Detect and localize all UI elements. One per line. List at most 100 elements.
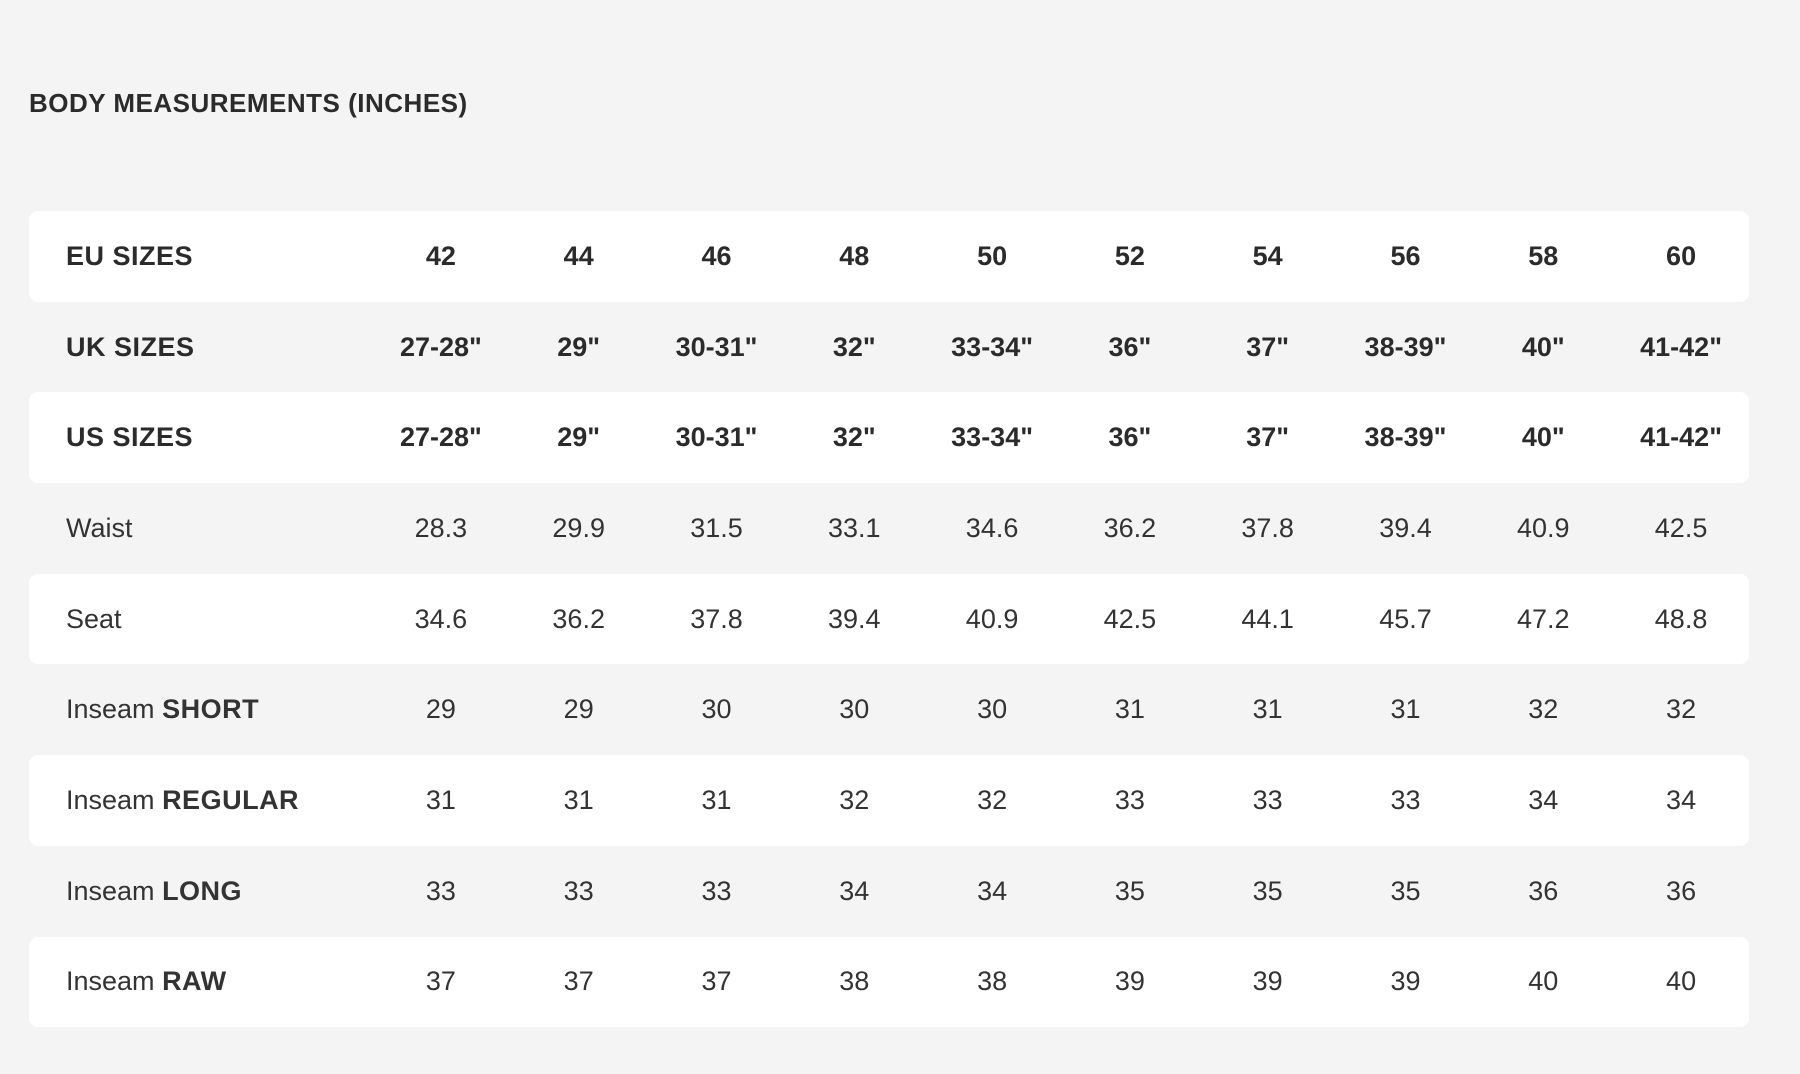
row-label-text: Inseam (66, 966, 155, 997)
table-cell: 33 (1252, 784, 1283, 815)
table-cell: 38-39" (1364, 331, 1447, 362)
table-cell: 32 (1528, 694, 1559, 725)
row-label-emphasis: REGULAR (162, 784, 300, 815)
table-cell: 39 (1252, 966, 1283, 997)
row-label-text: US SIZES (66, 422, 194, 453)
table-cell: 33 (563, 875, 594, 906)
row-label-emphasis: SHORT (162, 694, 260, 725)
table-cell: 56 (1390, 240, 1421, 271)
table-cell: 39 (1114, 966, 1145, 997)
row-label-text: Inseam (66, 875, 155, 906)
table-cell: 27-28" (399, 331, 482, 362)
row-label-text: UK SIZES (66, 331, 195, 362)
table-row: US SIZES 27-28" 29" 30-31" 32" 33-34" 36" 37" 38… (29, 392, 1749, 484)
table-cell: 38 (977, 966, 1008, 997)
table-cell: 37 (701, 966, 732, 997)
table-cell: 36.2 (1103, 512, 1157, 543)
row-label: US SIZES (29, 422, 359, 453)
table-cell: 33 (1390, 784, 1421, 815)
table-cell: 31 (1114, 694, 1145, 725)
table-row: EU SIZES 42 44 46 48 50 52 54 56 58 60 (29, 211, 1749, 302)
table-cell: 34 (977, 875, 1008, 906)
table-cell: 37 (425, 966, 456, 997)
table-cell: 40.9 (1516, 512, 1570, 543)
row-label-text: Waist (66, 512, 133, 543)
table-cell: 33 (1114, 784, 1145, 815)
table-cell: 31 (425, 784, 456, 815)
table-row: Seat 34.6 36.2 37.8 39.4 40.9 42.5 44.1 45.7 47.2… (29, 573, 1749, 665)
table-cell: 38-39" (1364, 422, 1447, 453)
table-cell: 40" (1521, 422, 1565, 453)
table-cell: 44 (563, 240, 594, 271)
table-cell: 32" (832, 422, 876, 453)
table-cell: 39.4 (828, 603, 881, 634)
table-cell: 29.9 (552, 512, 605, 543)
table-cell: 33.1 (828, 512, 881, 543)
row-label: Inseam LONG (29, 876, 359, 907)
row-label: Inseam SHORT (29, 694, 359, 725)
table-cell: 36" (1108, 331, 1152, 362)
size-chart-table: EU SIZES 42 44 46 48 50 52 54 56 58 60 UK SIZES 27-2… (29, 211, 1749, 1028)
row-label: EU SIZES (29, 241, 359, 272)
table-cell: 32" (832, 331, 876, 362)
table-cell: 33 (425, 875, 456, 906)
table-cell: 50 (977, 240, 1008, 271)
table-cell: 54 (1252, 240, 1283, 271)
table-cell: 44.1 (1241, 603, 1294, 634)
table-cell: 40.9 (965, 603, 1019, 634)
table-cell: 40 (1528, 966, 1559, 997)
table-cell: 38 (839, 966, 870, 997)
table-cell: 37 (563, 966, 594, 997)
table-cell: 37.8 (1241, 512, 1294, 543)
table-cell: 34 (1528, 784, 1559, 815)
table-cell: 35 (1114, 875, 1145, 906)
table-cell: 31 (563, 784, 594, 815)
row-label-text: Inseam (66, 694, 155, 725)
table-cell: 30 (701, 694, 732, 725)
table-cell: 33-34" (951, 331, 1034, 362)
table-cell: 35 (1252, 875, 1283, 906)
row-label: Seat (29, 604, 359, 635)
table-cell: 40" (1521, 331, 1565, 362)
row-label: UK SIZES (29, 332, 359, 363)
table-cell: 30 (839, 694, 870, 725)
table-cell: 47.2 (1516, 603, 1570, 634)
table-cell: 48.8 (1654, 603, 1708, 634)
table-cell: 39.4 (1379, 512, 1432, 543)
table-cell: 30 (977, 694, 1008, 725)
table-cell: 37" (1246, 422, 1290, 453)
table-cell: 37" (1246, 331, 1290, 362)
row-label: Inseam REGULAR (29, 785, 359, 816)
table-cell: 60 (1666, 240, 1697, 271)
table-row: Inseam SHORT 29 29 30 30 30 31 31 31 32 32 (29, 664, 1749, 755)
table-cell: 42 (425, 240, 456, 271)
table-cell: 33 (701, 875, 732, 906)
table-cell: 28.3 (414, 512, 468, 543)
table-cell: 31 (701, 784, 732, 815)
table-cell: 37.8 (690, 603, 743, 634)
table-cell: 42.5 (1103, 603, 1157, 634)
table-cell: 45.7 (1379, 603, 1432, 634)
table-cell: 29 (563, 694, 594, 725)
table-row: UK SIZES 27-28" 29" 30-31" 32" 33-34" 36" 37" 38… (29, 302, 1749, 393)
table-row: Waist 28.3 29.9 31.5 33.1 34.6 36.2 37.8 39.4 40.… (29, 483, 1749, 574)
table-cell: 58 (1528, 240, 1559, 271)
table-cell: 31.5 (690, 512, 743, 543)
table-cell: 32 (977, 784, 1008, 815)
row-label-text: Seat (66, 603, 122, 634)
table-cell: 27-28" (399, 422, 482, 453)
table-cell: 40 (1666, 966, 1697, 997)
table-cell: 31 (1390, 694, 1421, 725)
table-cell: 48 (839, 240, 870, 271)
table-cell: 30-31" (675, 331, 758, 362)
table-cell: 36" (1108, 422, 1152, 453)
table-cell: 39 (1390, 966, 1421, 997)
table-cell: 42.5 (1654, 512, 1708, 543)
table-cell: 29" (557, 331, 601, 362)
table-cell: 34 (1666, 784, 1697, 815)
table-cell: 35 (1390, 875, 1421, 906)
table-cell: 36.2 (552, 603, 605, 634)
table-cell: 33-34" (951, 422, 1034, 453)
table-cell: 34.6 (965, 512, 1019, 543)
table-row: Inseam RAW 37 37 37 38 38 39 39 39 40 40 (29, 936, 1749, 1028)
